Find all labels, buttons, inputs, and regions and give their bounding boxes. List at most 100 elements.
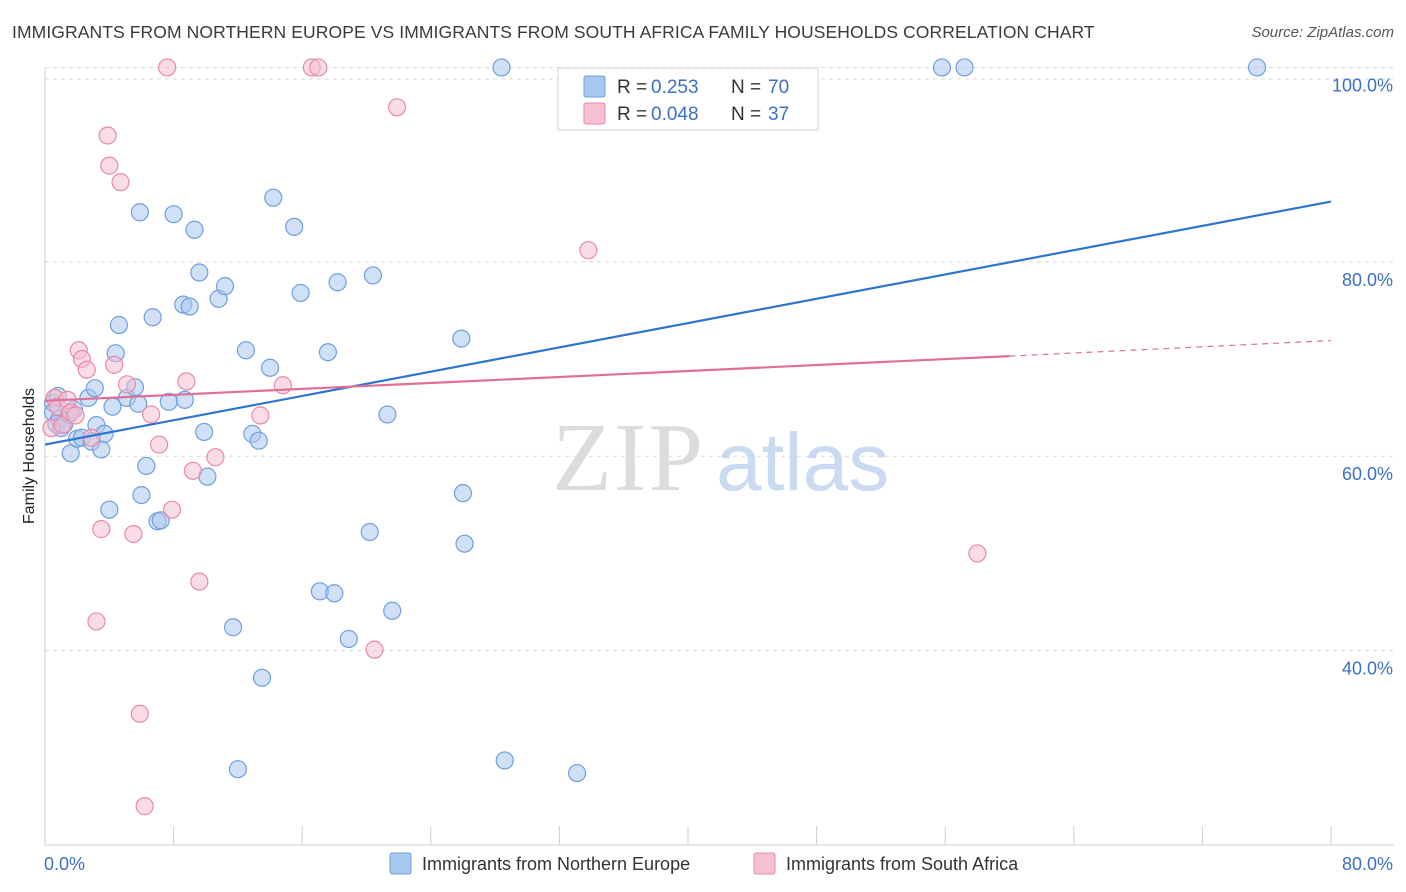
- data-point-northern-europe-57: [453, 484, 473, 503]
- trend-line-northern-europe: [44, 200, 1332, 446]
- data-point-south-africa-18: [130, 704, 149, 723]
- series-legend: Immigrants from Northern Europe Immigran…: [389, 852, 1019, 875]
- data-point-south-africa-12: [92, 520, 111, 539]
- data-point-northern-europe-20: [109, 315, 129, 335]
- data-point-northern-europe-43: [249, 431, 268, 450]
- data-point-south-africa-13: [98, 126, 117, 145]
- data-point-northern-europe-52: [360, 522, 379, 542]
- data-point-south-africa-15: [111, 173, 130, 192]
- data-point-northern-europe-69: [325, 584, 344, 603]
- data-point-south-africa-24: [177, 372, 196, 391]
- stats-legend: R = 0.253 N = 70 R = 0.048 N = 37: [557, 67, 819, 131]
- data-point-south-africa-26: [190, 572, 209, 591]
- data-point-northern-europe-25: [137, 456, 156, 476]
- data-point-south-africa-21: [150, 435, 169, 454]
- data-point-northern-europe-68: [252, 668, 272, 687]
- data-point-northern-europe-59: [492, 58, 511, 77]
- data-point-south-africa-23: [162, 500, 182, 519]
- legend-r-value-1: 0.253: [651, 77, 699, 98]
- trend-line-south-africa: [44, 355, 1010, 402]
- data-point-northern-europe-49: [318, 343, 338, 362]
- data-point-northern-europe-33: [180, 297, 199, 316]
- data-point-northern-europe-36: [195, 422, 214, 442]
- source-note: Source: ZipAtlas.com: [1251, 24, 1394, 41]
- data-point-south-africa-25: [183, 461, 202, 480]
- chart-title: IMMIGRANTS FROM NORTHERN EUROPE VS IMMIG…: [12, 22, 1095, 42]
- trend-lines: [44, 200, 1332, 446]
- legend-n-value-1: 70: [768, 77, 789, 98]
- x-tick-label-0: 0.0%: [44, 854, 85, 874]
- legend-swatch-northern-europe: [583, 75, 606, 98]
- data-points: [42, 58, 1267, 816]
- legend-n-label-1: N =: [731, 77, 761, 98]
- data-point-northern-europe-30: [164, 205, 183, 224]
- tick-labels: 40.0% 60.0% 80.0% 100.0% 0.0% 80.0%: [44, 75, 1393, 874]
- data-point-northern-europe-58: [455, 534, 474, 553]
- watermark: ZIP atlas: [552, 404, 889, 512]
- bottom-legend-label-south-africa: Immigrants from South Africa: [786, 854, 1019, 874]
- data-point-south-africa-33: [387, 98, 407, 117]
- y-tick-label-0: 40.0%: [1342, 659, 1393, 679]
- data-point-south-africa-16: [117, 375, 137, 394]
- bottom-legend-swatch-south-africa: [753, 852, 776, 875]
- bottom-legend-swatch-northern-europe: [389, 852, 412, 875]
- x-tick-label-1: 80.0%: [1342, 854, 1393, 874]
- data-point-south-africa-31: [309, 58, 328, 77]
- legend-r-label-2: R =: [617, 104, 647, 125]
- watermark-zip: ZIP: [552, 404, 705, 512]
- data-point-northern-europe-24: [132, 485, 151, 505]
- data-point-northern-europe-41: [236, 341, 256, 360]
- data-point-northern-europe-46: [285, 217, 304, 236]
- axes: [44, 68, 1394, 846]
- data-point-northern-europe-40: [223, 618, 243, 637]
- legend-n-label-2: N =: [731, 104, 761, 125]
- data-point-northern-europe-66: [100, 500, 119, 519]
- data-point-northern-europe-61: [567, 763, 587, 783]
- y-tick-label-3: 100.0%: [1332, 75, 1393, 95]
- bottom-legend-label-northern-europe: Immigrants from Northern Europe: [422, 854, 690, 874]
- data-point-south-africa-32: [365, 640, 384, 659]
- y-tick-label-1: 60.0%: [1342, 464, 1393, 484]
- data-point-south-africa-28: [251, 406, 270, 425]
- data-point-northern-europe-53: [363, 266, 383, 285]
- data-point-northern-europe-28: [151, 511, 170, 530]
- data-point-northern-europe-51: [339, 629, 358, 649]
- legend-swatch-south-africa: [583, 102, 606, 125]
- data-point-northern-europe-56: [452, 329, 471, 348]
- data-point-northern-europe-45: [264, 188, 283, 207]
- data-point-northern-europe-14: [85, 379, 104, 398]
- data-point-south-africa-9: [77, 360, 96, 379]
- data-point-northern-europe-34: [185, 220, 204, 239]
- data-point-northern-europe-35: [190, 263, 209, 282]
- data-point-northern-europe-65: [130, 203, 149, 222]
- data-point-south-africa-14: [105, 355, 124, 374]
- watermark-atlas: atlas: [716, 417, 889, 508]
- data-point-south-africa-20: [141, 405, 161, 424]
- legend-n-value-2: 37: [768, 104, 789, 125]
- data-point-south-africa-19: [135, 797, 154, 816]
- data-point-south-africa-36: [100, 156, 119, 175]
- data-point-south-africa-35: [968, 544, 987, 563]
- legend-r-label-1: R =: [617, 77, 647, 98]
- data-point-northern-europe-54: [378, 405, 397, 424]
- legend-r-value-2: 0.048: [651, 104, 699, 125]
- data-point-northern-europe-39: [215, 277, 235, 296]
- trend-line-south-africa-extrapolated: [1009, 339, 1332, 357]
- data-point-south-africa-17: [124, 524, 143, 544]
- data-point-northern-europe-47: [291, 283, 310, 303]
- data-point-northern-europe-63: [955, 58, 974, 77]
- y-tick-label-2: 80.0%: [1342, 270, 1393, 290]
- data-point-northern-europe-62: [932, 58, 952, 77]
- data-point-south-africa-6: [66, 406, 85, 425]
- data-point-northern-europe-55: [383, 601, 402, 620]
- data-point-northern-europe-50: [328, 273, 347, 292]
- data-point-south-africa-22: [158, 58, 177, 77]
- data-point-northern-europe-23: [129, 394, 148, 413]
- data-point-northern-europe-64: [1247, 58, 1267, 77]
- y-axis-label: Family Households: [21, 388, 38, 524]
- data-point-south-africa-11: [87, 612, 106, 631]
- data-point-south-africa-34: [579, 241, 598, 260]
- data-point-northern-europe-60: [495, 751, 514, 770]
- data-point-south-africa-27: [206, 448, 225, 467]
